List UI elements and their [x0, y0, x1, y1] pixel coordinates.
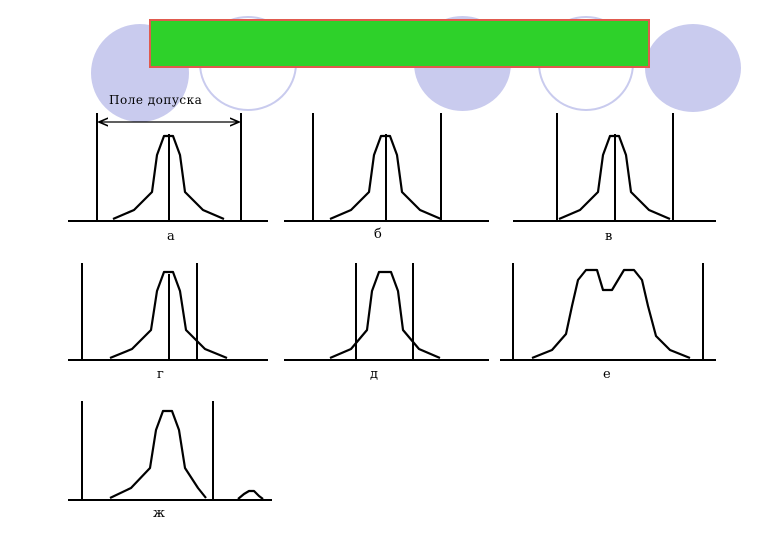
title-bar	[149, 19, 650, 68]
decor-circle-5	[645, 24, 741, 112]
panel-zh	[68, 401, 272, 501]
panel-e	[500, 263, 716, 361]
panel-v	[513, 113, 716, 222]
panel-label-d: д	[370, 367, 379, 382]
panel-g	[68, 263, 268, 361]
panel-label-zh: ж	[153, 506, 165, 521]
panel-d-curve	[329, 270, 441, 360]
panel-label-g: г	[157, 367, 164, 382]
panel-label-v: в	[605, 229, 613, 244]
panel-a-curve	[112, 134, 225, 221]
panel-a	[68, 113, 268, 222]
panel-label-e: е	[603, 367, 611, 382]
tolerance-field-label: Поле допуска	[109, 93, 203, 107]
panel-label-a: а	[167, 229, 175, 244]
panel-zh-outlier-bump	[237, 489, 264, 500]
panel-b-curve	[329, 134, 442, 221]
panel-e-curve	[531, 268, 691, 360]
panel-b	[284, 113, 489, 222]
panel-g-curve	[109, 270, 228, 360]
panel-d	[284, 263, 489, 361]
panel-zh-curve	[109, 409, 207, 499]
panel-v-curve	[558, 134, 671, 221]
panel-label-b: б	[374, 227, 382, 242]
